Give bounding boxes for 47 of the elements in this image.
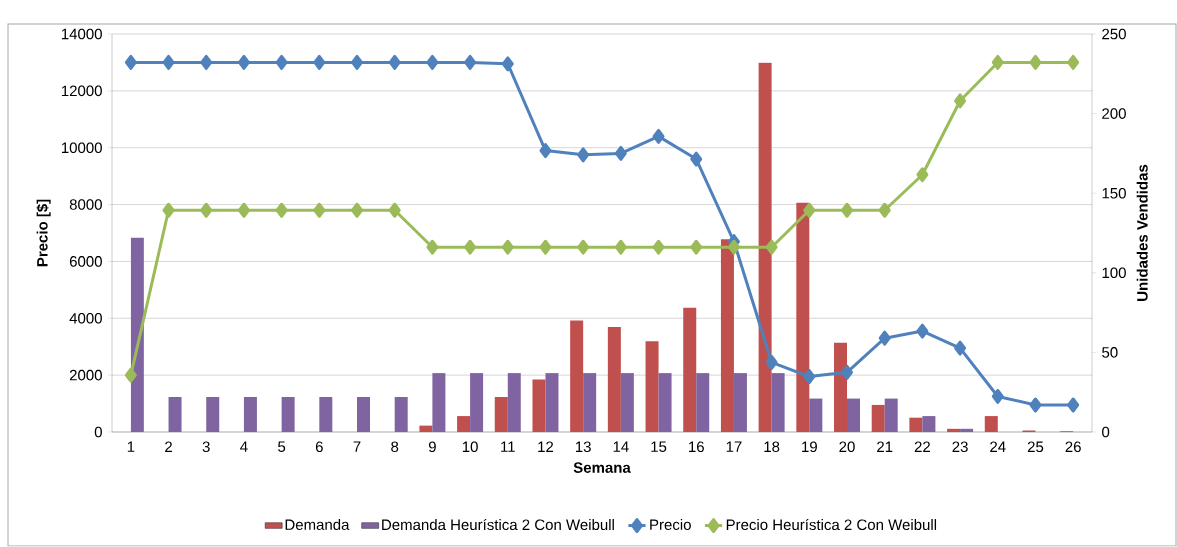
x-tick-label: 4 (240, 441, 248, 453)
legend-label: Demanda Heurística 2 Con Weibull (382, 519, 614, 531)
x-axis-title: Semana (573, 462, 631, 474)
y2-tick-label: 0 (1102, 426, 1110, 438)
y-tick-label: 12000 (61, 85, 102, 97)
x-tick-label: 1 (127, 441, 135, 453)
x-tick-label: 20 (839, 441, 855, 453)
x-tick-label: 15 (651, 441, 667, 453)
x-tick-label: 25 (1027, 441, 1044, 453)
y2-tick-label: 50 (1102, 347, 1118, 358)
x-tick-label: 17 (726, 441, 742, 453)
x-tick-label: 12 (538, 441, 554, 453)
x-tick-label: 14 (613, 441, 629, 453)
y-tick-label: 0 (94, 426, 102, 438)
y2-axis-title: Unidades Vendidas (1136, 165, 1148, 302)
x-tick-label: 6 (315, 441, 323, 453)
x-tick-label: 8 (391, 441, 399, 453)
y-tick-label: 14000 (61, 28, 102, 40)
x-tick-label: 11 (501, 441, 515, 453)
y2-tick-label: 100 (1102, 267, 1126, 279)
x-tick-label: 3 (202, 441, 210, 453)
x-tick-label: 13 (575, 441, 591, 453)
y-tick-label: 10000 (61, 142, 102, 154)
x-tick-label: 2 (165, 441, 172, 453)
y2-tick-label: 150 (1102, 188, 1126, 199)
y2-tick-label: 200 (1102, 108, 1126, 120)
y-tick-label: 6000 (69, 256, 102, 267)
y-tick-label: 4000 (69, 313, 102, 324)
x-tick-label: 5 (278, 441, 286, 453)
x-tick-label: 19 (802, 441, 817, 453)
legend-label: Precio Heurística 2 Con Weibull (726, 519, 937, 531)
legend-label: Precio (650, 519, 691, 531)
x-tick-label: 16 (689, 441, 704, 453)
x-tick-label: 21 (877, 441, 893, 453)
y-tick-label: 2000 (69, 370, 102, 381)
legend-label: Demanda (285, 519, 350, 531)
x-tick-label: 10 (462, 441, 478, 453)
x-tick-label: 23 (952, 441, 968, 453)
x-tick-label: 18 (764, 441, 780, 453)
y-tick-label: 8000 (69, 199, 102, 211)
x-tick-label: 24 (990, 441, 1006, 453)
x-tick-label: 26 (1065, 441, 1081, 453)
x-tick-label: 7 (353, 441, 361, 453)
y-axis-title: Precio [$] (36, 199, 51, 267)
x-tick-label: 22 (914, 441, 930, 453)
x-tick-label: 9 (428, 441, 436, 453)
y2-tick-label: 250 (1102, 28, 1126, 40)
